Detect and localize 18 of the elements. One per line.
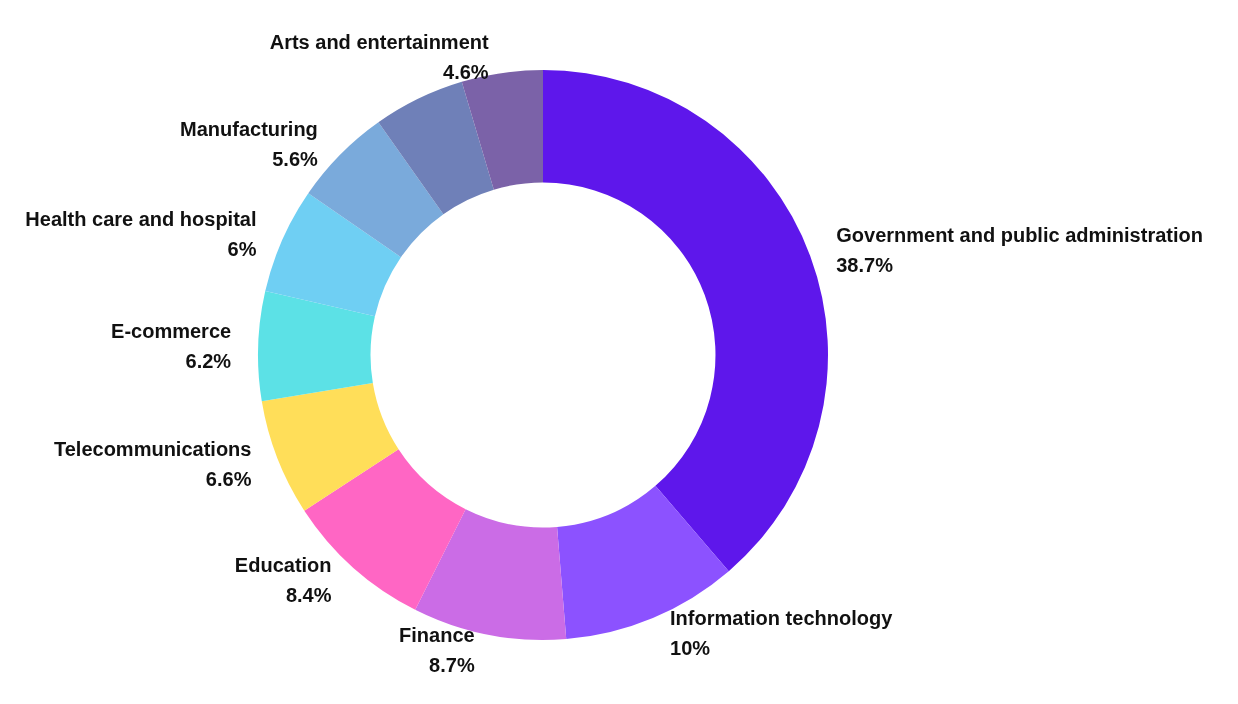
slice-label: Telecommunications [53, 438, 252, 461]
slice-label: E-commerce [111, 319, 232, 342]
slice-label: Information technology [670, 606, 894, 629]
data-label: 8.7% [429, 654, 475, 677]
data-label: 6.6% [205, 468, 252, 491]
data-label: 10% [670, 636, 711, 659]
data-label: 6% [227, 237, 257, 260]
data-label: 8.4% [285, 583, 332, 606]
slice-label: Finance [399, 624, 475, 647]
slice-label: Manufacturing [180, 117, 318, 140]
slice-label: Government and public administration [836, 224, 1203, 247]
slice-label: Arts and entertainment [269, 31, 489, 54]
data-label: 6.2% [185, 349, 232, 372]
data-label: 38.7% [836, 254, 894, 277]
slice-label: Health care and hospital [25, 207, 257, 230]
slice-label: Education [234, 553, 332, 576]
data-label: 5.6% [272, 147, 319, 170]
data-label: 4.6% [443, 61, 489, 84]
